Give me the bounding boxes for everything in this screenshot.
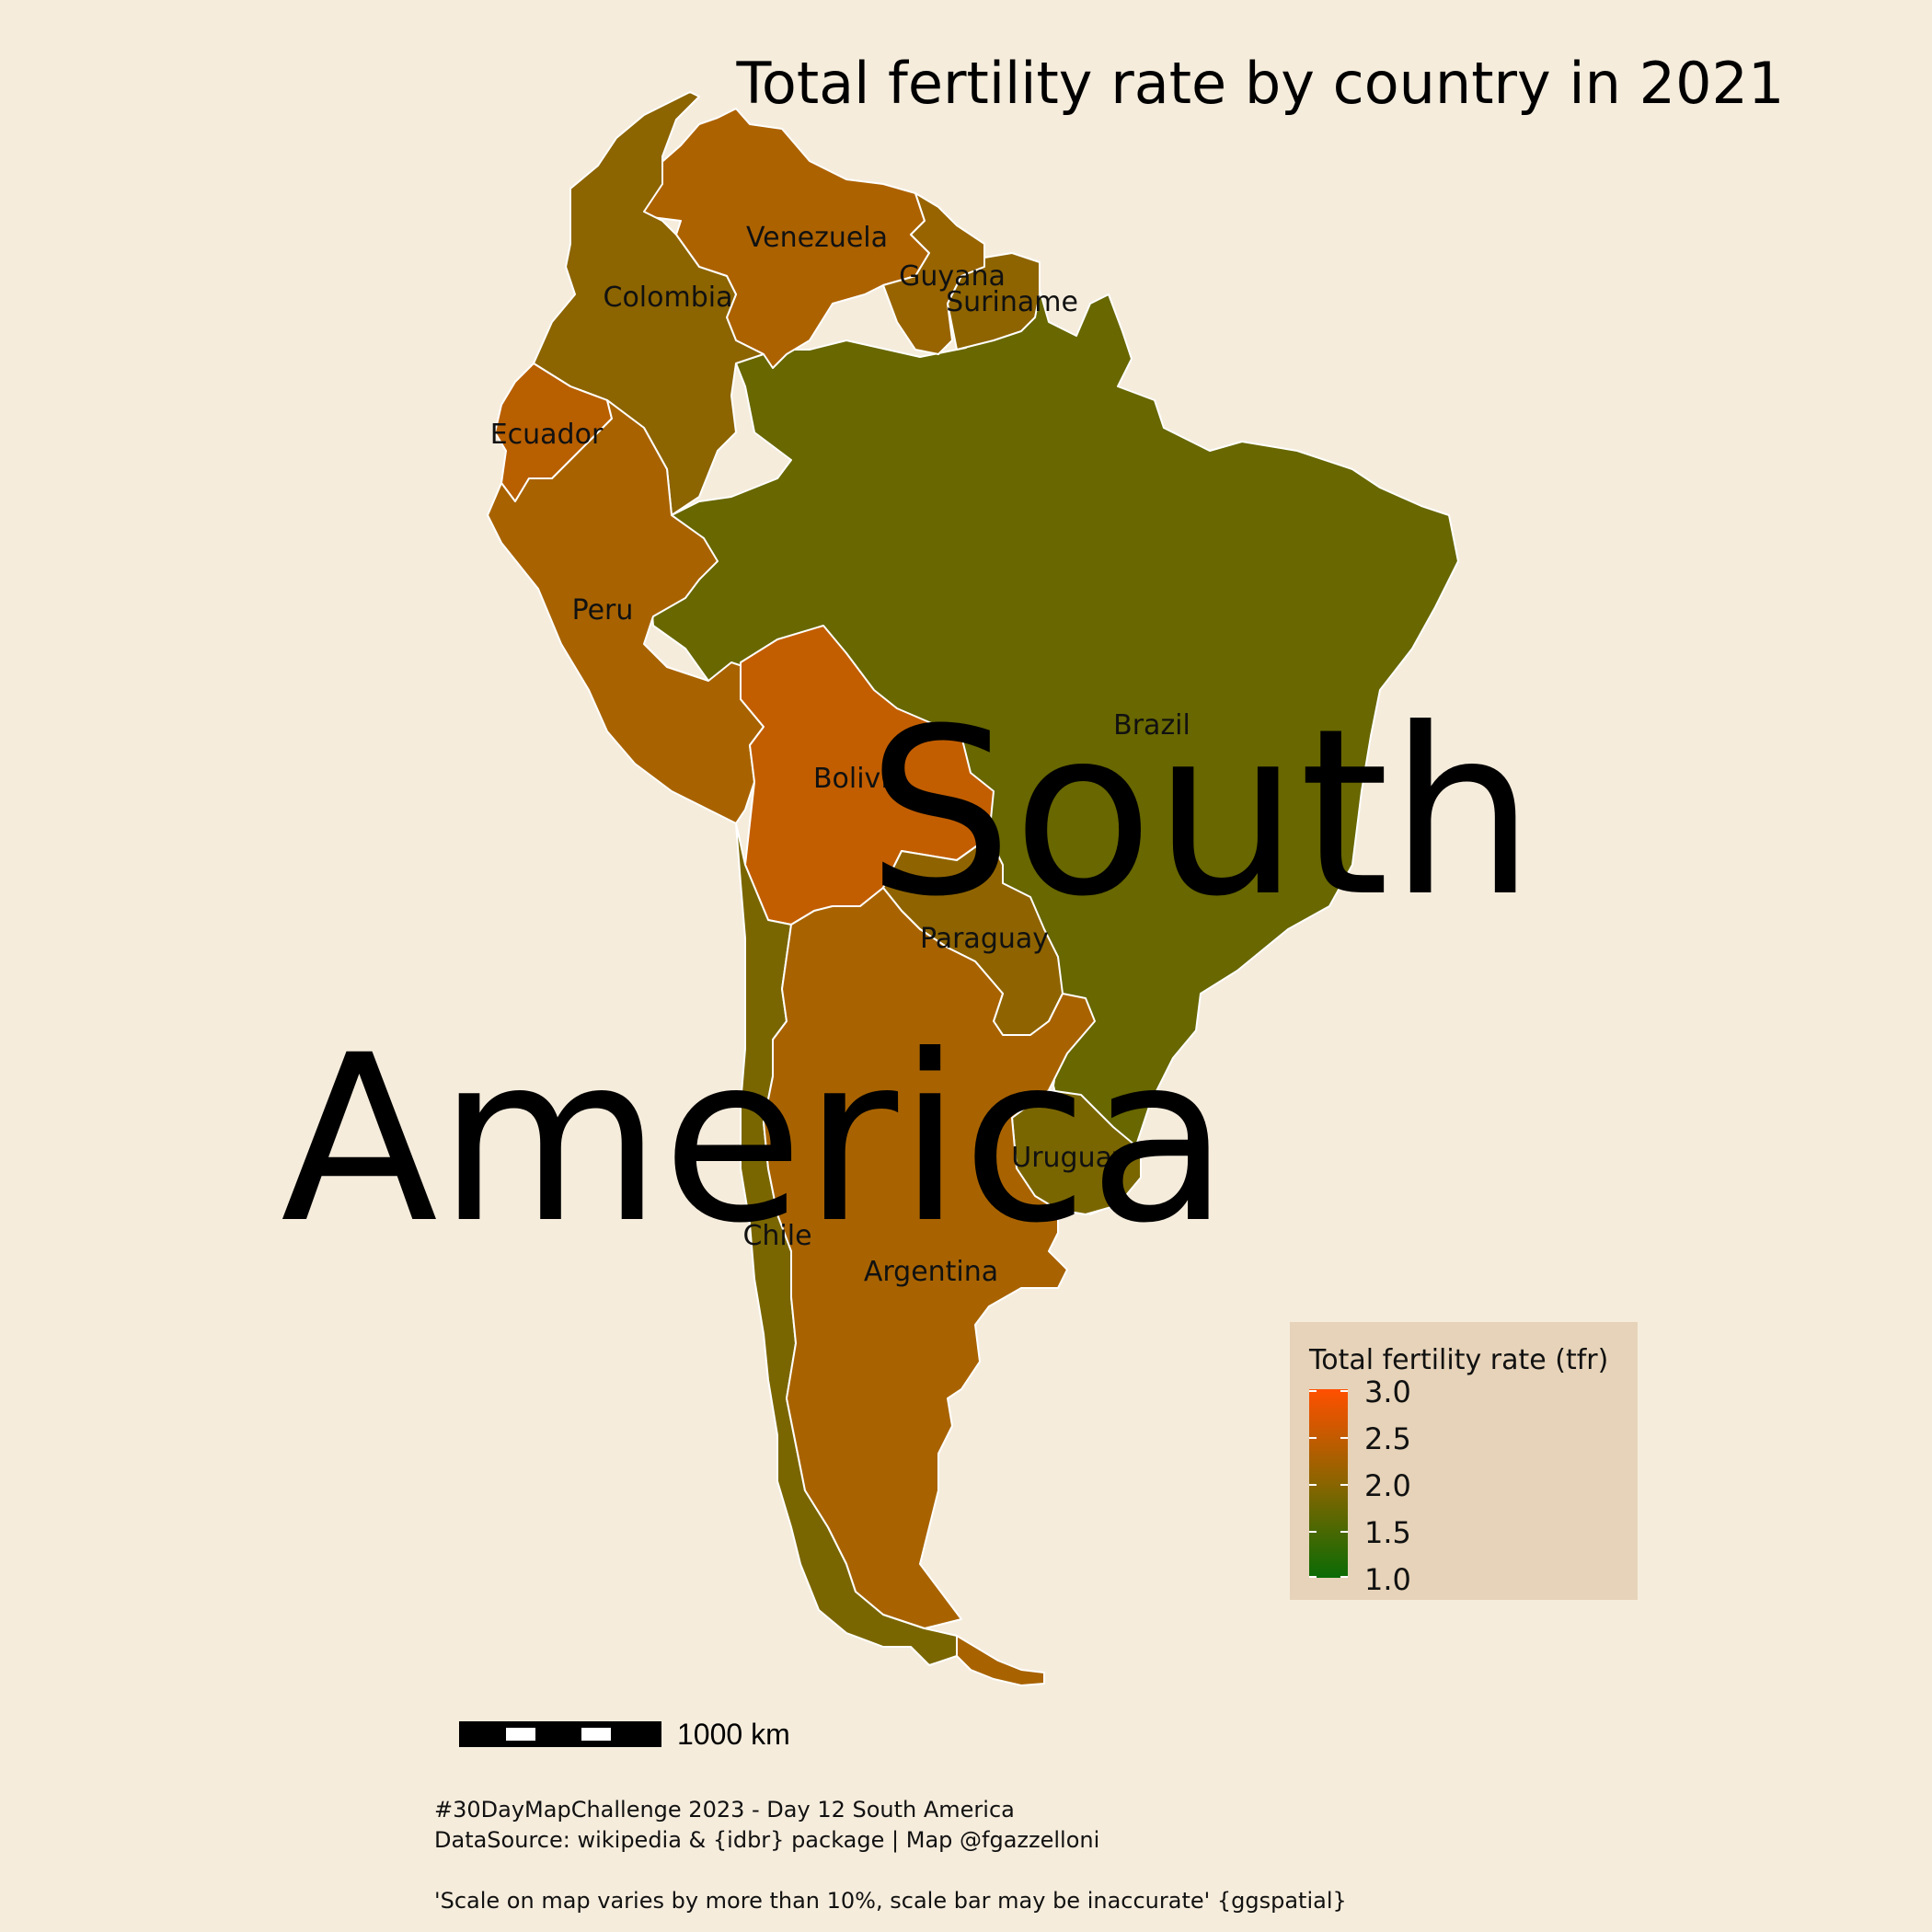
label-suriname: Suriname xyxy=(946,286,1078,318)
label-guyana: Guyana xyxy=(899,260,1006,293)
caption: #30DayMapChallenge 2023 - Day 12 South A… xyxy=(434,1797,1347,1914)
country-argentina[interactable] xyxy=(763,887,1096,1629)
country-guyana[interactable] xyxy=(882,192,985,355)
label-brazil: Brazil xyxy=(1113,709,1190,742)
legend-tick-label: 1.5 xyxy=(1364,1515,1411,1550)
legend-tick-label: 1.0 xyxy=(1364,1562,1411,1597)
countries-layer xyxy=(487,91,1459,1686)
legend-tick-label: 2.5 xyxy=(1364,1421,1411,1456)
legend-colorbar xyxy=(1309,1389,1348,1578)
map-title: Total fertility rate by country in 2021 xyxy=(736,50,1785,117)
label-colombia: Colombia xyxy=(604,282,733,314)
label-uruguay: Uruguay xyxy=(1011,1142,1129,1174)
label-chile: Chile xyxy=(742,1220,811,1252)
legend-tick-label: 2.0 xyxy=(1364,1468,1411,1503)
label-peru: Peru xyxy=(572,594,634,627)
country-peru[interactable] xyxy=(487,399,765,824)
label-ecuador: Ecuador xyxy=(490,419,604,451)
country-argentina-tierra-del-fuego[interactable] xyxy=(956,1635,1045,1686)
legend-title: Total fertility rate (tfr) xyxy=(1308,1344,1608,1376)
legend-tick-marks xyxy=(1309,1390,1348,1578)
caption-line1: #30DayMapChallenge 2023 - Day 12 South A… xyxy=(434,1797,1015,1823)
continent-label-line1: South xyxy=(867,679,1535,947)
continent-label-line2: America xyxy=(281,1006,1229,1273)
legend-tick-label: 3.0 xyxy=(1364,1374,1411,1409)
label-argentina: Argentina xyxy=(864,1256,998,1288)
legend: Total fertility rate (tfr) 3.0 2.5 2.0 1… xyxy=(1290,1322,1638,1600)
scale-bar: 1000 km xyxy=(459,1718,790,1751)
country-labels: Venezuela Colombia Guyana Suriname Ecuad… xyxy=(490,222,1190,1288)
label-venezuela: Venezuela xyxy=(746,222,888,254)
label-bolivia: Bolivia xyxy=(813,763,905,795)
caption-line3: 'Scale on map varies by more than 10%, s… xyxy=(434,1888,1347,1914)
country-suriname[interactable] xyxy=(947,252,1041,351)
label-paraguay: Paraguay xyxy=(920,923,1049,955)
scale-bar-label: 1000 km xyxy=(677,1718,790,1751)
caption-line2: DataSource: wikipedia & {idbr} package |… xyxy=(434,1827,1099,1853)
